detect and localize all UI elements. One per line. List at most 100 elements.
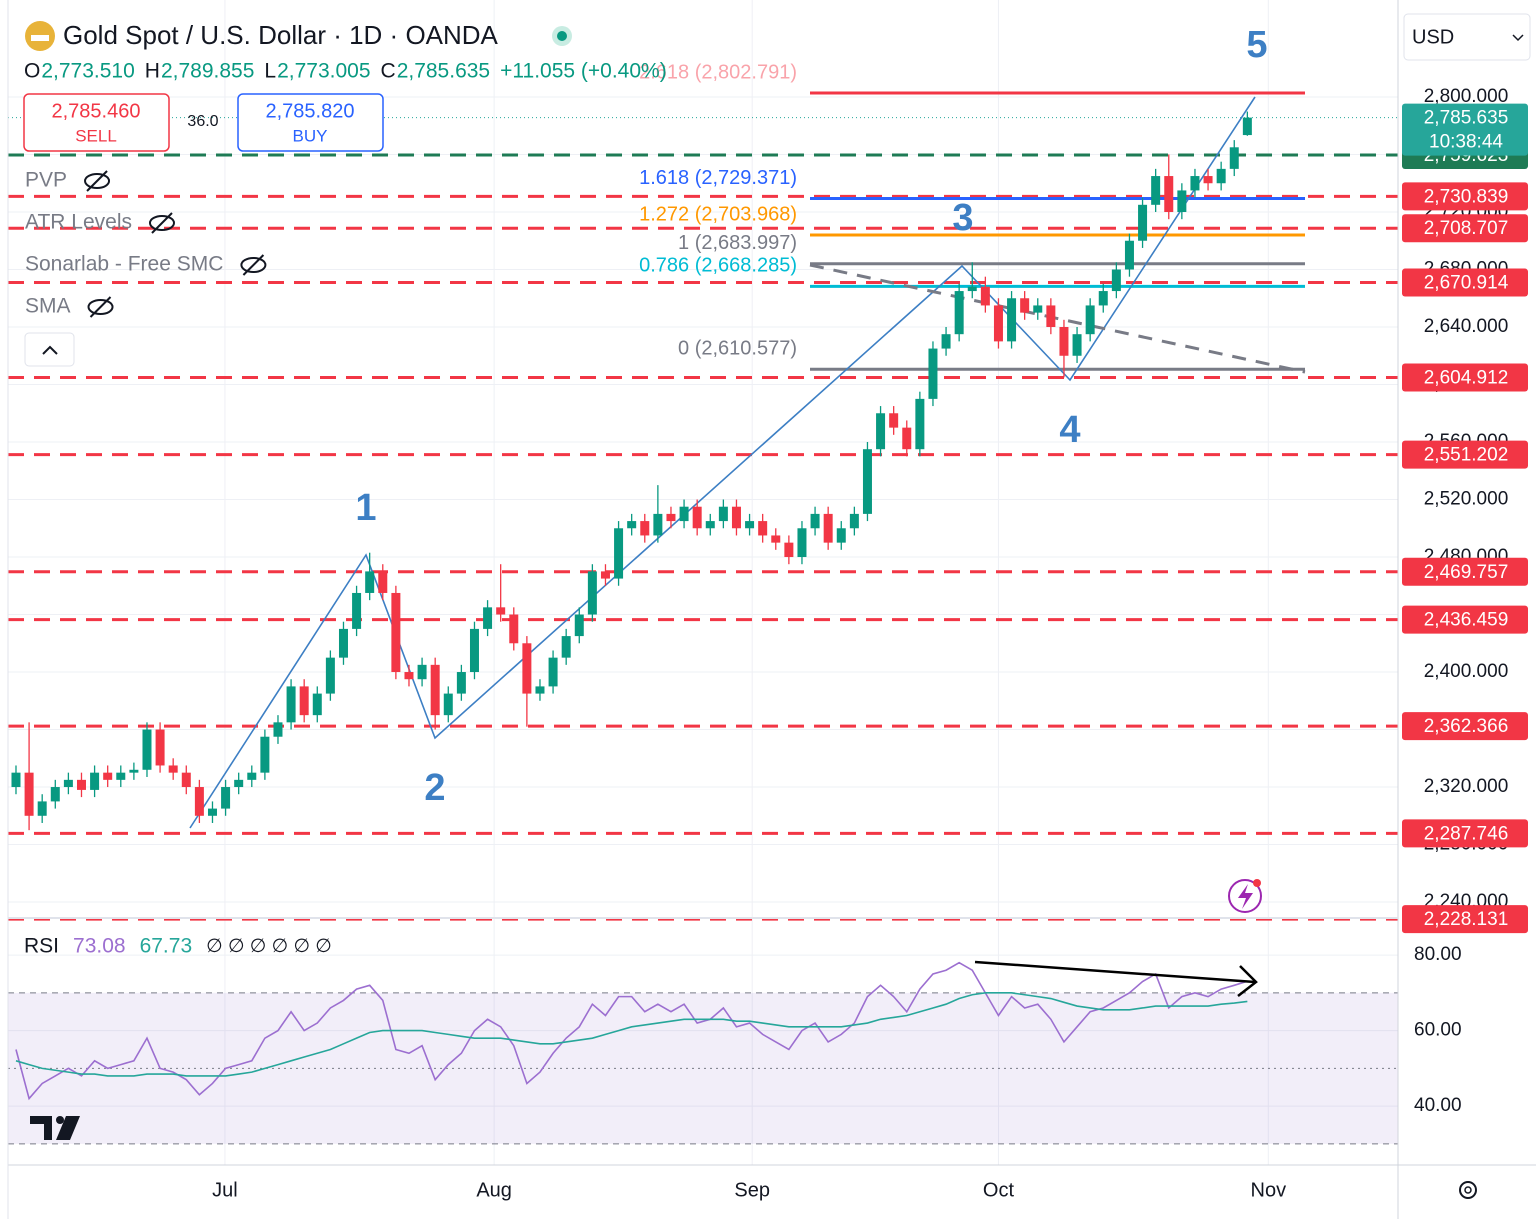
fib-label: 1.618 (2,729.371) bbox=[639, 167, 797, 189]
hidden-eye-icon bbox=[84, 173, 111, 189]
candle-body bbox=[784, 542, 794, 558]
candle-body bbox=[1203, 176, 1213, 184]
ohlc-key: H bbox=[145, 60, 160, 83]
candle-body bbox=[587, 571, 597, 615]
candle-body bbox=[11, 772, 21, 788]
symbol-title[interactable]: Gold Spot / U.S. Dollar · 1D · OANDA bbox=[63, 20, 499, 50]
eye-slash bbox=[86, 170, 108, 192]
candle-body bbox=[758, 521, 768, 536]
candle-body bbox=[771, 535, 781, 543]
eye-slash bbox=[89, 296, 112, 318]
candle-body bbox=[928, 348, 938, 399]
candle-body bbox=[496, 607, 506, 615]
x-tick-label: Nov bbox=[1251, 1179, 1287, 1201]
candle-body bbox=[194, 787, 204, 816]
indicator[interactable]: SMA bbox=[25, 295, 71, 318]
x-tick-label: Sep bbox=[734, 1179, 770, 1201]
candle-body bbox=[574, 614, 584, 637]
candle-body bbox=[535, 686, 545, 694]
x-tick-label: Jul bbox=[212, 1179, 238, 1201]
y-tick-label: 2,800.000 bbox=[1424, 86, 1509, 107]
elliott-wave-path bbox=[189, 96, 1256, 829]
candle-body bbox=[90, 772, 100, 790]
candle-body bbox=[234, 779, 244, 788]
spread: 36.0 bbox=[187, 113, 218, 130]
fib-label: 0 (2,610.577) bbox=[678, 338, 797, 360]
candle-body bbox=[1007, 298, 1017, 342]
candle-body bbox=[823, 513, 833, 543]
y-tick-label: 40.00 bbox=[1414, 1095, 1462, 1116]
candle-body bbox=[37, 801, 47, 816]
fib-label: 2.618 (2,802.791) bbox=[639, 61, 797, 83]
fibonacci: 2.618 (2,802.791) 1.618 (2,729.371) 1.272 … bbox=[639, 61, 1305, 371]
candle-body bbox=[889, 413, 899, 428]
candle-body bbox=[548, 657, 558, 687]
price-tag-label: 2,604.912 bbox=[1424, 367, 1509, 388]
candle-body bbox=[954, 291, 964, 335]
candle-body bbox=[155, 729, 165, 766]
candle-body bbox=[718, 506, 728, 522]
candle-body bbox=[640, 521, 650, 536]
ohlc-value: 2,773.005 bbox=[277, 60, 370, 83]
last-price-tag bbox=[1402, 103, 1528, 156]
settings-icon[interactable] bbox=[1459, 1181, 1477, 1199]
currency-selector[interactable] bbox=[1403, 13, 1531, 61]
candle-body bbox=[1098, 291, 1108, 306]
candle-body bbox=[731, 506, 741, 529]
lightning bbox=[1238, 884, 1253, 909]
chevron-up bbox=[42, 345, 58, 355]
x-tick-label: Aug bbox=[476, 1179, 512, 1201]
wave-labels: 1 2 3 4 5 bbox=[355, 24, 1267, 809]
divergence-arrow bbox=[974, 960, 1256, 984]
candle-body bbox=[666, 513, 676, 522]
candle-body bbox=[352, 592, 362, 629]
y-tick-label: 80.00 bbox=[1414, 944, 1462, 965]
price-tag-label: 2,287.746 bbox=[1424, 823, 1509, 844]
candle-body bbox=[103, 772, 113, 780]
trend-line bbox=[809, 263, 1306, 374]
ohlc-key: L bbox=[264, 60, 276, 83]
sell-button[interactable] bbox=[23, 93, 170, 152]
candle-body bbox=[627, 521, 637, 529]
ohlc: O 2,773.510 H 2,789.855 L 2,773.005 C 2,785.635… bbox=[24, 60, 667, 83]
candle-body bbox=[1138, 204, 1148, 241]
candle-body bbox=[391, 592, 401, 673]
candle-body bbox=[614, 528, 624, 579]
candle-body bbox=[653, 513, 663, 536]
ohlc-key: O bbox=[24, 60, 40, 83]
candle-body bbox=[50, 787, 60, 802]
y-tick-label: 2,640.000 bbox=[1424, 316, 1509, 337]
candle-body bbox=[24, 772, 34, 816]
buy-button[interactable] bbox=[237, 93, 384, 152]
candle-body bbox=[522, 643, 532, 694]
candle-body bbox=[1151, 176, 1161, 205]
candle-body bbox=[1124, 240, 1134, 270]
y-tick-label: 2,320.000 bbox=[1424, 776, 1509, 797]
rsi-value: 67.73 bbox=[140, 935, 193, 958]
indicator[interactable]: PVP bbox=[25, 169, 67, 192]
candle-body bbox=[286, 686, 296, 723]
dropdown-caret bbox=[1512, 34, 1524, 42]
candle-body bbox=[483, 607, 493, 629]
collapse-button[interactable] bbox=[24, 332, 75, 367]
price-tag bbox=[1402, 557, 1528, 586]
candle-body bbox=[876, 413, 886, 450]
buy-price: 2,785.820 bbox=[266, 100, 355, 122]
candle-body bbox=[561, 636, 571, 658]
candle-body bbox=[1020, 298, 1030, 313]
candle-body bbox=[443, 693, 453, 716]
candle-body bbox=[430, 664, 440, 716]
candle-body bbox=[797, 528, 807, 558]
wave-label: 3 bbox=[952, 197, 973, 239]
hidden-eye-icon bbox=[87, 299, 114, 315]
fib-label: 0.786 (2,668.285) bbox=[639, 255, 797, 277]
indicator[interactable]: Sonarlab - Free SMC bbox=[25, 253, 223, 276]
rsi-extra: ∅ ∅ ∅ ∅ ∅ ∅ bbox=[206, 936, 332, 957]
x-tick-label: Oct bbox=[983, 1179, 1015, 1201]
indicator[interactable]: ATR Levels bbox=[25, 211, 132, 234]
candle-body bbox=[967, 286, 977, 292]
candle-body bbox=[63, 779, 73, 788]
sell-price: 2,785.460 bbox=[52, 100, 141, 122]
rsi-line bbox=[15, 961, 1248, 1101]
price-tag-label: 2,228.131 bbox=[1424, 909, 1509, 930]
